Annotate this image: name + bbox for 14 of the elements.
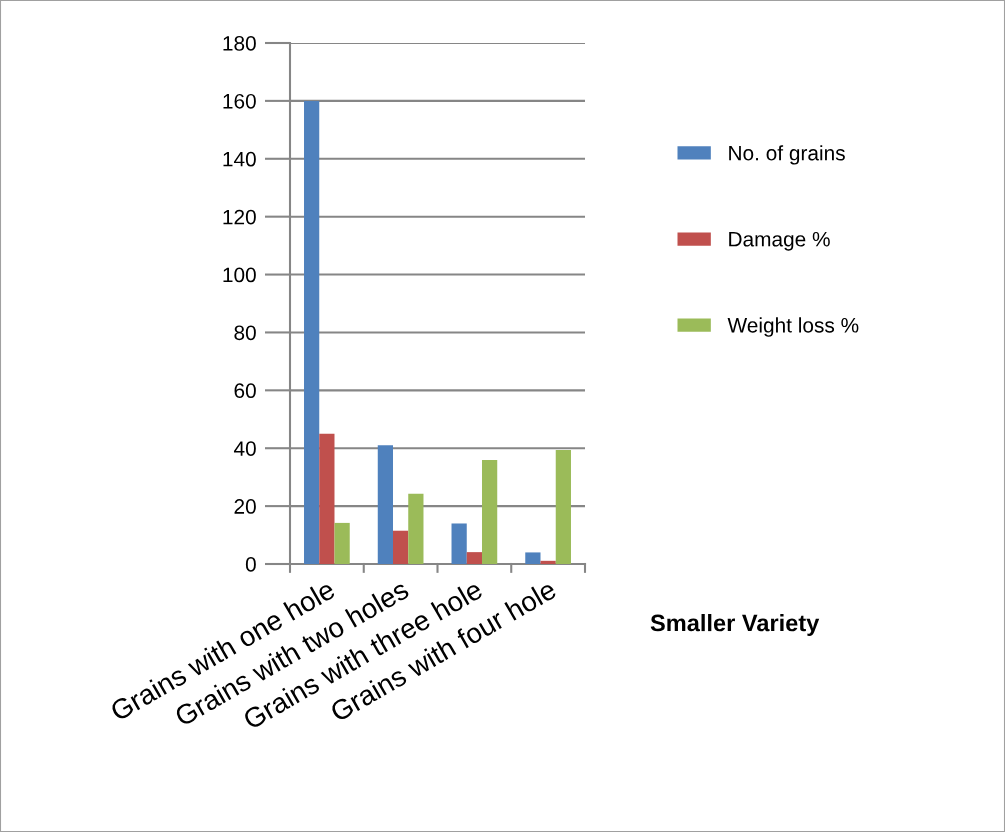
y-tick-label: 140 — [223, 151, 256, 167]
y-tick-label: 100 — [223, 267, 256, 283]
y-tick-label: 80 — [234, 325, 256, 341]
legend-label: Weight loss % — [727, 317, 859, 337]
x-axis-title: Smaller Variety — [650, 613, 820, 637]
legend-label: No. of grains — [729, 145, 845, 165]
y-tick-label: 20 — [234, 499, 256, 514]
y-tick-label: 60 — [234, 383, 256, 399]
y-tick-label: 160 — [223, 93, 256, 109]
y-tick-label: 120 — [223, 209, 256, 225]
legend-label: Damage % — [729, 231, 830, 251]
y-tick-label: 40 — [233, 441, 256, 456]
y-tick-label: 180 — [223, 36, 256, 51]
y-tick-label: 0 — [245, 557, 256, 572]
